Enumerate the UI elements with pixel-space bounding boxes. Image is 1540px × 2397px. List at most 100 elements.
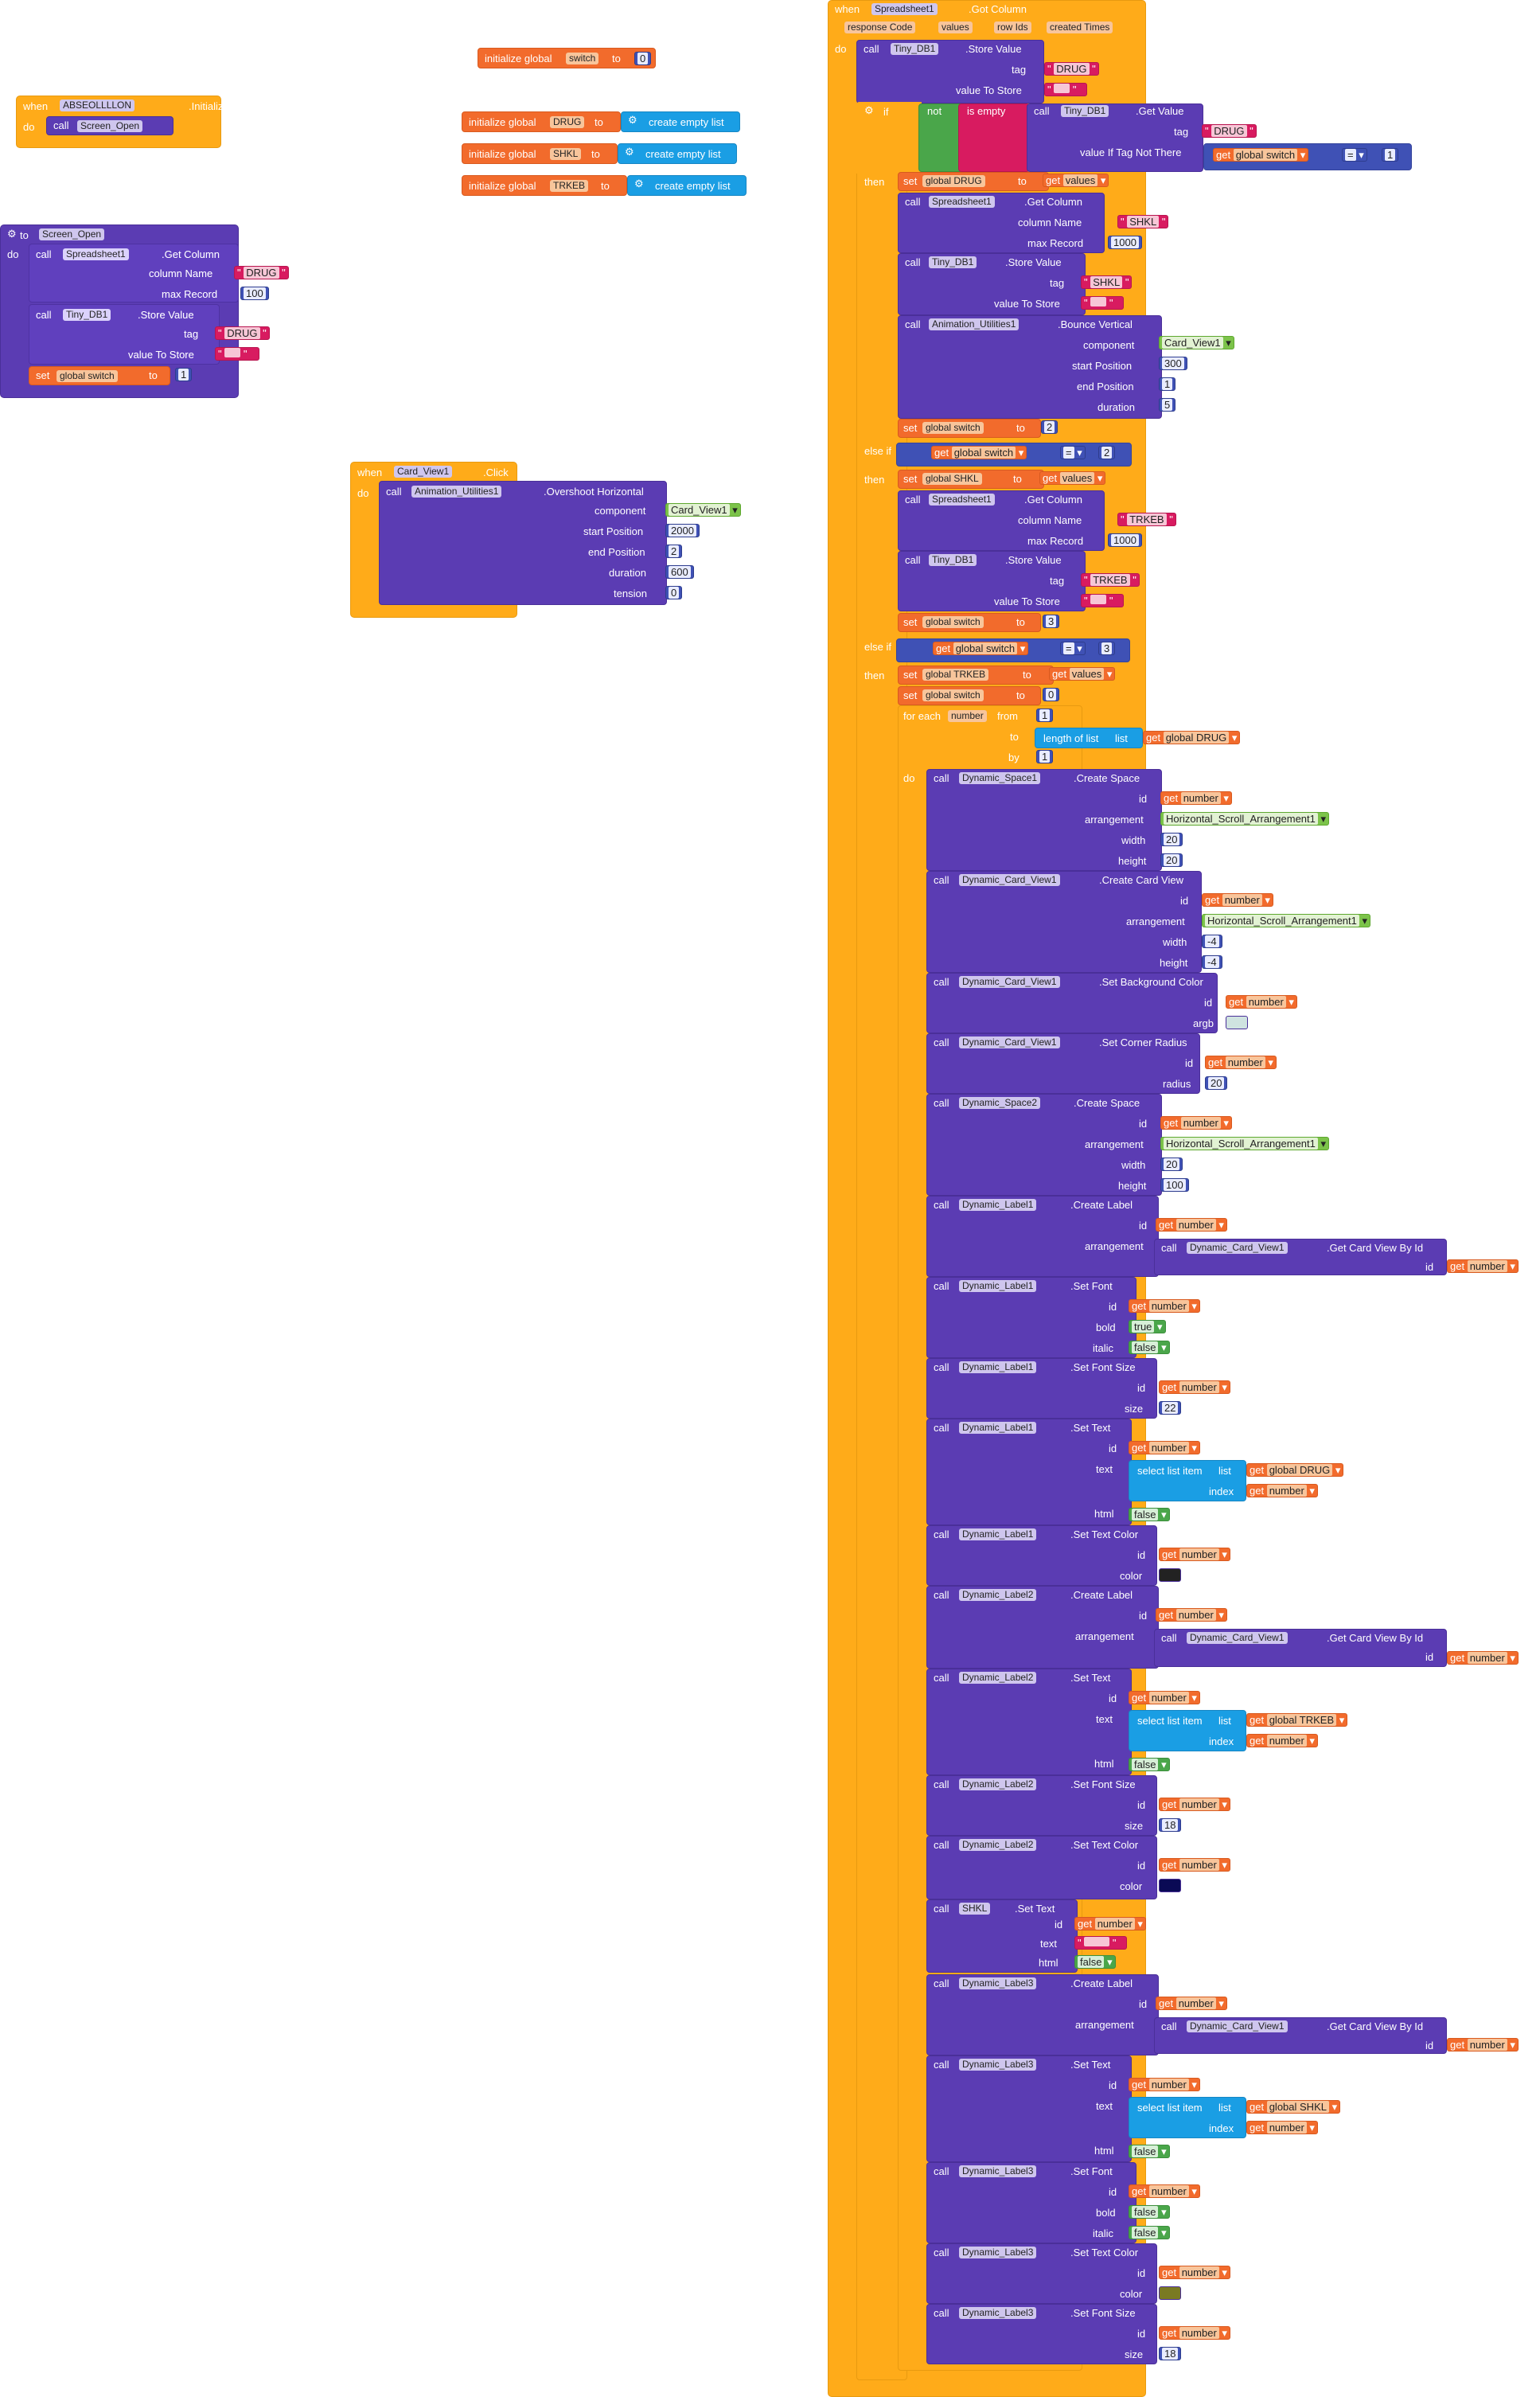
- get-number-block[interactable]: get number ▾: [1160, 1116, 1232, 1130]
- component-value-block[interactable]: Horizontal_Scroll_Arrangement1 ▾: [1202, 914, 1371, 927]
- number-value[interactable]: 1000: [1108, 236, 1142, 249]
- get-number-block[interactable]: get number ▾: [1074, 1917, 1146, 1930]
- get-number-block[interactable]: get number ▾: [1447, 1259, 1519, 1273]
- set-global-drug-block[interactable]: set global DRUG to: [898, 172, 1049, 191]
- animation-overshoot-call[interactable]: call Animation_Utilities1 .Overshoot Hor…: [379, 481, 667, 605]
- get-number-block[interactable]: get number ▾: [1129, 2078, 1200, 2091]
- variable-dropdown[interactable]: global switch: [922, 616, 984, 628]
- component-dropdown[interactable]: Dynamic_Card_View1: [959, 1036, 1060, 1048]
- dynamic-space-create-call[interactable]: call Dynamic_Space2 .Create Space id arr…: [926, 1094, 1162, 1196]
- component-dropdown[interactable]: Animation_Utilities1: [411, 486, 502, 498]
- component-dropdown[interactable]: Dynamic_Label3: [959, 1977, 1037, 1989]
- create-empty-list-block[interactable]: ⚙ create empty list: [621, 111, 740, 132]
- tinydb-store-value-call[interactable]: call Tiny_DB1 .Store Value tag value To …: [898, 551, 1086, 611]
- select-list-item-block[interactable]: select list item list index: [1129, 1460, 1246, 1501]
- empty-text-string[interactable]: " ": [1081, 594, 1124, 607]
- get-variable-block[interactable]: get global switch ▾: [933, 642, 1029, 655]
- component-dropdown[interactable]: Spreadsheet1: [871, 3, 938, 15]
- text-string-value[interactable]: " TRKEB ": [1117, 513, 1176, 526]
- set-global-switch-block[interactable]: set global switch to: [29, 366, 170, 385]
- number-value[interactable]: 2: [665, 545, 683, 558]
- call-procedure-block[interactable]: call Screen_Open: [46, 116, 173, 135]
- number-value[interactable]: 0: [634, 52, 652, 65]
- component-dropdown[interactable]: Dynamic_Label3: [959, 2247, 1037, 2258]
- dynamic-label-set-font-call[interactable]: call Dynamic_Label1 .Set Font id bold it…: [926, 1277, 1136, 1358]
- get-number-block[interactable]: get number ▾: [1129, 2184, 1200, 2198]
- set-global-shkl-block[interactable]: set global SHKL to: [898, 470, 1044, 489]
- get-card-view-by-id-call[interactable]: call Dynamic_Card_View1 .Get Card View B…: [1154, 2017, 1447, 2054]
- component-dropdown[interactable]: Dynamic_Card_View1: [1187, 1632, 1288, 1644]
- gear-icon[interactable]: ⚙: [864, 104, 874, 116]
- get-number-block[interactable]: get number ▾: [1156, 1608, 1227, 1622]
- dynamic-card-set-background-call[interactable]: call Dynamic_Card_View1 .Set Background …: [926, 973, 1218, 1033]
- boolean-dropdown[interactable]: false ▾: [1129, 1758, 1170, 1771]
- number-value[interactable]: 1000: [1108, 533, 1142, 547]
- spreadsheet-get-column-call[interactable]: call Spreadsheet1 .Get Column column Nam…: [29, 244, 239, 303]
- number-value[interactable]: -4: [1202, 955, 1222, 969]
- color-swatch[interactable]: [1159, 1879, 1181, 1892]
- component-dropdown[interactable]: Dynamic_Card_View1: [959, 874, 1060, 886]
- component-dropdown[interactable]: Dynamic_Label2: [959, 1672, 1037, 1684]
- component-dropdown[interactable]: Dynamic_Card_View1: [1187, 1242, 1288, 1254]
- get-variable-block[interactable]: get values ▾: [1049, 667, 1116, 681]
- text-string-value[interactable]: " DRUG ": [1202, 124, 1257, 138]
- get-variable-block[interactable]: get global DRUG ▾: [1143, 731, 1241, 744]
- get-variable-block[interactable]: get values ▾: [1043, 174, 1109, 187]
- get-number-block[interactable]: get number ▾: [1129, 1691, 1200, 1704]
- length-of-list-block[interactable]: length of list list: [1035, 728, 1143, 748]
- gear-icon[interactable]: ⚙: [625, 146, 634, 158]
- dynamic-label-set-text-color-call[interactable]: call Dynamic_Label3 .Set Text Color id c…: [926, 2243, 1157, 2304]
- component-dropdown[interactable]: Dynamic_Label2: [959, 1778, 1037, 1790]
- variable-name-field[interactable]: DRUG: [550, 116, 585, 128]
- event-param[interactable]: created Times: [1047, 21, 1113, 33]
- number-value[interactable]: 0: [1043, 688, 1060, 701]
- get-number-block[interactable]: get number ▾: [1246, 1734, 1318, 1747]
- procedure-name-field[interactable]: Screen_Open: [39, 228, 105, 240]
- number-value[interactable]: 20: [1205, 1076, 1228, 1090]
- component-dropdown[interactable]: Spreadsheet1: [63, 248, 129, 260]
- variable-dropdown[interactable]: global DRUG: [922, 175, 985, 187]
- number-value[interactable]: 300: [1159, 357, 1187, 370]
- number-value[interactable]: 3: [1098, 642, 1116, 655]
- number-value[interactable]: 0: [665, 586, 683, 599]
- dynamic-label-set-font-size-call[interactable]: call Dynamic_Label3 .Set Font Size id si…: [926, 2304, 1157, 2364]
- dynamic-label-set-text-call[interactable]: call Dynamic_Label3 .Set Text id text ht…: [926, 2055, 1132, 2162]
- text-string-value[interactable]: " SHKL ": [1081, 275, 1133, 289]
- get-number-block[interactable]: get number ▾: [1205, 1056, 1277, 1069]
- component-dropdown[interactable]: Tiny_DB1: [891, 43, 939, 55]
- dynamic-label-set-text-color-call[interactable]: call Dynamic_Label1 .Set Text Color id c…: [926, 1525, 1157, 1586]
- variable-dropdown[interactable]: global SHKL: [922, 473, 982, 485]
- text-string-value[interactable]: " DRUG ": [234, 266, 289, 279]
- variable-name-field[interactable]: switch: [566, 53, 599, 64]
- text-string-value[interactable]: " DRUG ": [215, 326, 270, 340]
- color-swatch[interactable]: [1226, 1016, 1248, 1029]
- number-value[interactable]: 1: [1036, 709, 1054, 722]
- component-dropdown[interactable]: Dynamic_Label1: [959, 1199, 1037, 1211]
- compare-operator-dropdown[interactable]: = ▾: [1342, 148, 1367, 162]
- get-number-block[interactable]: get number ▾: [1159, 1548, 1230, 1561]
- number-value[interactable]: 5: [1159, 398, 1176, 412]
- component-dropdown[interactable]: Dynamic_Label3: [959, 2307, 1037, 2319]
- create-empty-list-block[interactable]: ⚙ create empty list: [627, 175, 747, 196]
- animation-bounce-vertical-call[interactable]: call Animation_Utilities1 .Bounce Vertic…: [898, 315, 1162, 419]
- component-dropdown[interactable]: Dynamic_Card_View1: [1187, 2020, 1288, 2032]
- component-dropdown[interactable]: Dynamic_Space1: [959, 772, 1041, 784]
- component-dropdown[interactable]: Spreadsheet1: [929, 494, 995, 506]
- color-swatch[interactable]: [1159, 1568, 1181, 1582]
- init-global-shkl-block[interactable]: initialize global SHKL to: [462, 143, 618, 164]
- component-dropdown[interactable]: Tiny_DB1: [929, 554, 977, 566]
- compare-operator-dropdown[interactable]: = ▾: [1060, 446, 1086, 459]
- init-global-switch-block[interactable]: initialize global switch to 0: [478, 48, 656, 68]
- get-number-block[interactable]: get number ▾: [1129, 1299, 1200, 1313]
- boolean-dropdown[interactable]: false ▾: [1074, 1955, 1116, 1969]
- event-param[interactable]: response Code: [844, 21, 916, 33]
- boolean-dropdown[interactable]: false ▾: [1129, 1341, 1170, 1354]
- tinydb-get-value-call[interactable]: call Tiny_DB1 .Get Value tag value If Ta…: [1027, 103, 1203, 172]
- number-value[interactable]: 18: [1159, 2347, 1182, 2360]
- variable-dropdown[interactable]: global switch: [57, 370, 118, 382]
- is-empty-block[interactable]: is empty: [958, 103, 1030, 172]
- number-value[interactable]: 1: [175, 368, 193, 381]
- boolean-dropdown[interactable]: false ▾: [1129, 2226, 1170, 2239]
- text-string-value[interactable]: " DRUG ": [1044, 62, 1099, 76]
- component-dropdown[interactable]: Card_View1: [394, 466, 453, 478]
